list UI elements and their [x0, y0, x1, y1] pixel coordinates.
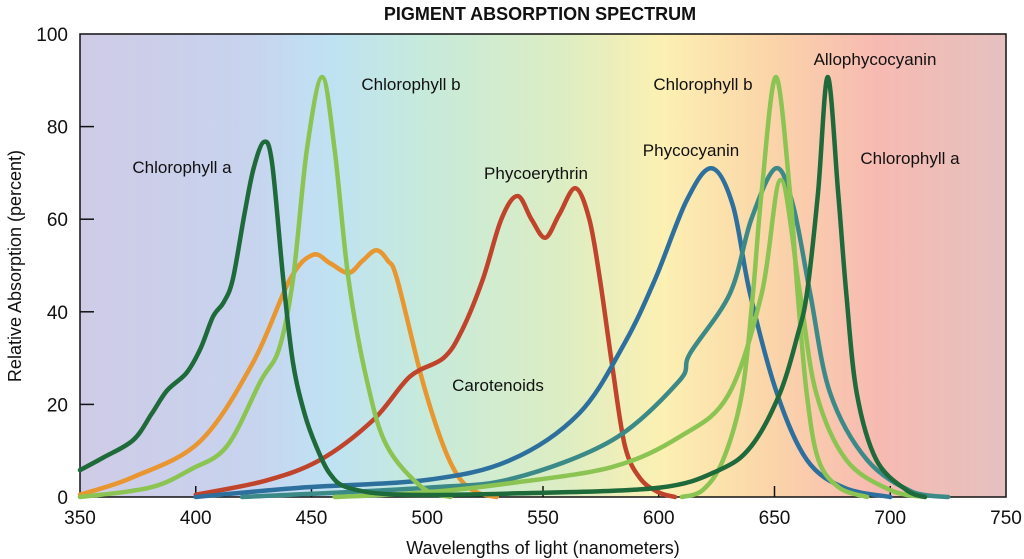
y-tick-label: 60 [47, 210, 68, 231]
series-line-7 [679, 74, 870, 500]
x-tick-label: 350 [64, 508, 96, 529]
y-tick-label: 40 [47, 303, 68, 324]
curve-label: Phycocyanin [643, 141, 739, 160]
x-tick-label: 550 [527, 508, 559, 529]
curve-label: Chlorophyll b [653, 75, 752, 94]
plot-area [79, 33, 1007, 498]
y-tick-label: 100 [36, 25, 68, 46]
curve-label: Chlorophyll a [860, 149, 960, 168]
series-line-2 [77, 247, 499, 500]
x-tick-label: 700 [874, 508, 906, 529]
x-tick-label: 750 [990, 508, 1022, 529]
curve-label: Chlorophyll b [361, 75, 460, 94]
y-tick-label: 20 [47, 395, 68, 416]
series-line-5 [239, 166, 951, 500]
x-axis-title: Wavelengths of light (nanometers) [406, 538, 679, 558]
series-line-6 [332, 177, 928, 500]
series-line-1 [77, 74, 453, 500]
x-tick-label: 400 [180, 508, 212, 529]
curve-label: Carotenoids [452, 376, 544, 395]
y-tick-label: 0 [57, 488, 68, 509]
series-line-4 [193, 166, 893, 500]
chart-title: PIGMENT ABSORPTION SPECTRUM [384, 4, 696, 24]
x-tick-label: 600 [643, 508, 675, 529]
y-tick-label: 80 [47, 118, 68, 139]
y-axis-title: Relative Absorption (percent) [5, 150, 25, 382]
curve-label: Chlorophyll a [132, 158, 232, 177]
x-tick-label: 500 [411, 508, 443, 529]
x-tick-label: 450 [296, 508, 328, 529]
curve-label: Phycoerythrin [484, 164, 588, 183]
curve-label: Allophycocyanin [814, 50, 937, 69]
series-line-3 [193, 185, 678, 500]
series-line-0 [77, 74, 928, 500]
x-tick-label: 650 [759, 508, 791, 529]
